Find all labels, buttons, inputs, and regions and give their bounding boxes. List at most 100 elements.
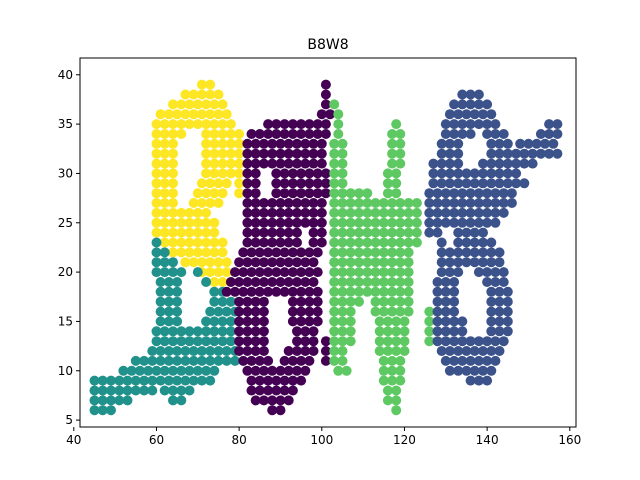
data-point <box>209 336 220 347</box>
data-point <box>89 395 100 406</box>
data-point <box>168 148 178 159</box>
y-tick-label: 35 <box>58 117 73 131</box>
data-point <box>337 306 348 317</box>
data-point <box>196 375 207 386</box>
data-point <box>502 168 513 179</box>
x-tick-label: 140 <box>476 433 499 447</box>
data-point <box>258 316 269 327</box>
data-point <box>168 198 178 208</box>
data-point <box>449 207 460 218</box>
data-point <box>453 365 464 376</box>
data-point <box>482 207 493 218</box>
data-point <box>440 326 451 337</box>
data-point <box>486 257 497 268</box>
data-point <box>234 129 245 139</box>
data-point <box>143 365 154 376</box>
data-point <box>337 355 348 366</box>
data-point <box>502 138 513 149</box>
data-point <box>168 217 178 228</box>
data-point <box>296 355 307 366</box>
data-point <box>201 217 212 228</box>
data-point <box>205 198 216 208</box>
data-point <box>444 158 455 169</box>
data-point <box>192 336 203 347</box>
data-point <box>370 306 381 317</box>
data-point <box>292 198 302 208</box>
data-point <box>482 198 493 208</box>
data-point <box>354 227 364 238</box>
data-point <box>329 198 340 208</box>
data-point <box>209 138 220 149</box>
data-point <box>155 277 166 287</box>
data-point <box>395 227 406 238</box>
data-point <box>444 138 455 149</box>
data-point <box>403 257 414 268</box>
data-point <box>283 257 294 268</box>
data-point <box>250 237 261 248</box>
data-point <box>527 158 538 169</box>
data-point <box>461 247 472 258</box>
data-point <box>283 346 294 356</box>
data-point <box>498 267 509 278</box>
data-point <box>320 188 331 199</box>
data-point <box>440 188 451 199</box>
data-point <box>465 99 476 110</box>
data-point <box>242 148 253 159</box>
data-point <box>267 138 278 149</box>
data-point <box>188 355 199 366</box>
data-point <box>494 148 505 159</box>
data-point <box>192 365 203 376</box>
data-point <box>168 129 178 139</box>
data-point <box>465 375 476 386</box>
data-point <box>114 385 125 396</box>
data-point <box>258 148 269 159</box>
data-point <box>163 306 174 317</box>
data-point <box>292 207 302 218</box>
data-point <box>168 227 178 238</box>
data-point <box>387 227 398 238</box>
data-point <box>403 286 414 297</box>
data-point <box>304 247 315 258</box>
data-point <box>151 267 162 278</box>
data-point <box>192 227 203 238</box>
data-point <box>511 148 522 159</box>
data-point <box>147 385 158 396</box>
data-point <box>461 109 472 120</box>
data-point <box>391 119 402 130</box>
data-point <box>378 286 389 297</box>
data-point <box>283 365 294 376</box>
data-point <box>424 306 435 317</box>
data-point <box>486 158 497 169</box>
data-point <box>374 336 385 347</box>
data-point <box>168 336 178 347</box>
data-point <box>391 385 402 396</box>
data-point <box>329 178 340 189</box>
data-point <box>275 237 286 248</box>
data-point <box>172 277 183 287</box>
data-point <box>172 109 183 120</box>
data-point <box>337 296 348 307</box>
data-point <box>362 277 373 287</box>
data-point <box>337 346 348 356</box>
data-point <box>287 178 298 189</box>
data-point <box>457 217 468 228</box>
data-point <box>486 148 497 159</box>
data-point <box>387 286 398 297</box>
data-point <box>234 316 245 327</box>
data-point <box>449 188 460 199</box>
data-point <box>395 375 406 386</box>
data-point <box>399 316 410 327</box>
data-point <box>465 355 476 366</box>
data-point <box>209 158 220 169</box>
data-point <box>436 257 447 268</box>
data-point <box>444 365 455 376</box>
data-point <box>494 158 505 169</box>
data-point <box>258 277 269 287</box>
y-tick-label: 20 <box>58 265 73 279</box>
data-point <box>461 168 472 179</box>
data-point <box>320 355 331 366</box>
data-point <box>387 267 398 278</box>
data-point <box>320 178 331 189</box>
data-point <box>519 158 530 169</box>
data-point <box>428 158 439 169</box>
